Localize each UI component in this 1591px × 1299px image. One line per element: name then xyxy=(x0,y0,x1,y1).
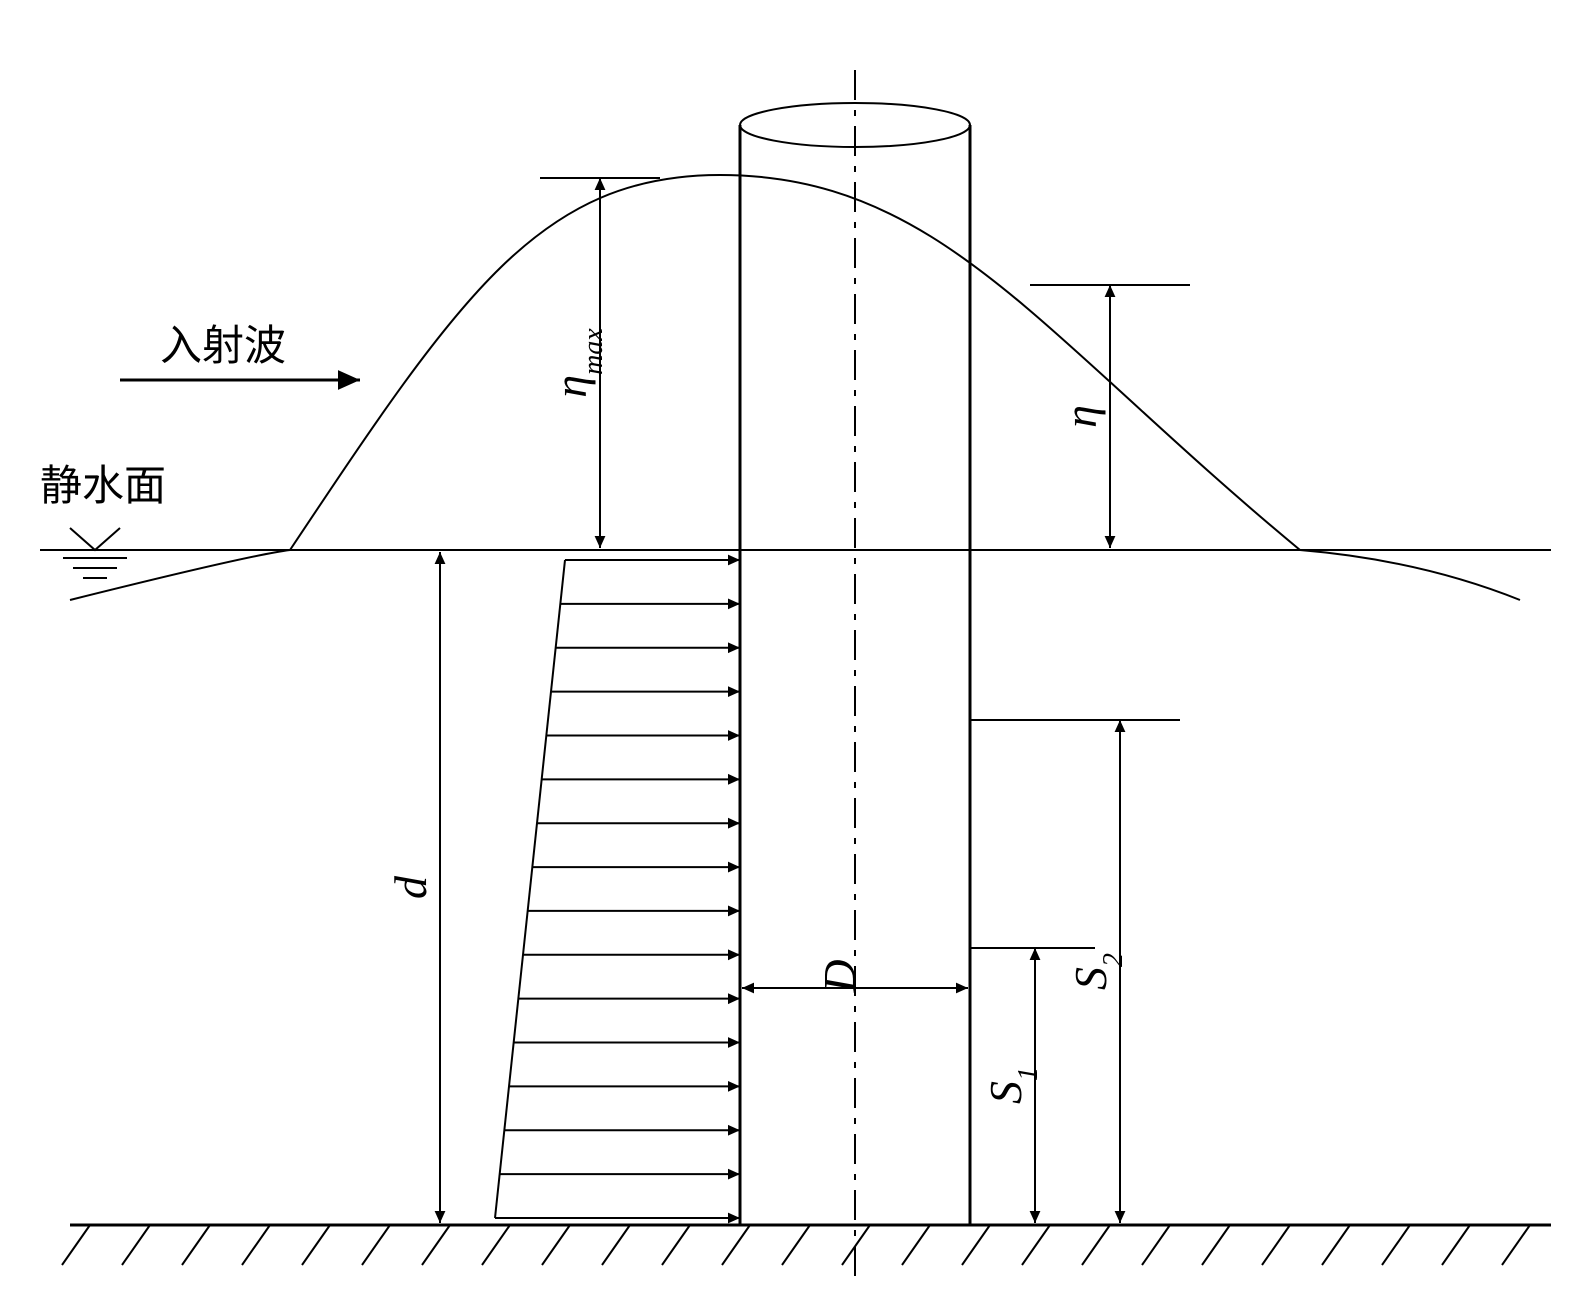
still-water-label: 静水面 xyxy=(40,464,166,510)
d-label: d xyxy=(385,875,436,899)
eta-max-label: ηmax xyxy=(545,328,609,398)
incident-wave-label: 入射波 xyxy=(160,324,286,370)
ground xyxy=(62,1225,1530,1265)
s2-label: S2 xyxy=(1065,953,1129,990)
s1-label: S1 xyxy=(980,1067,1044,1104)
eta-label: η xyxy=(1055,405,1106,428)
water-level-icon xyxy=(70,528,120,550)
wave-profile xyxy=(70,175,1520,600)
diameter-label: D xyxy=(814,959,865,993)
